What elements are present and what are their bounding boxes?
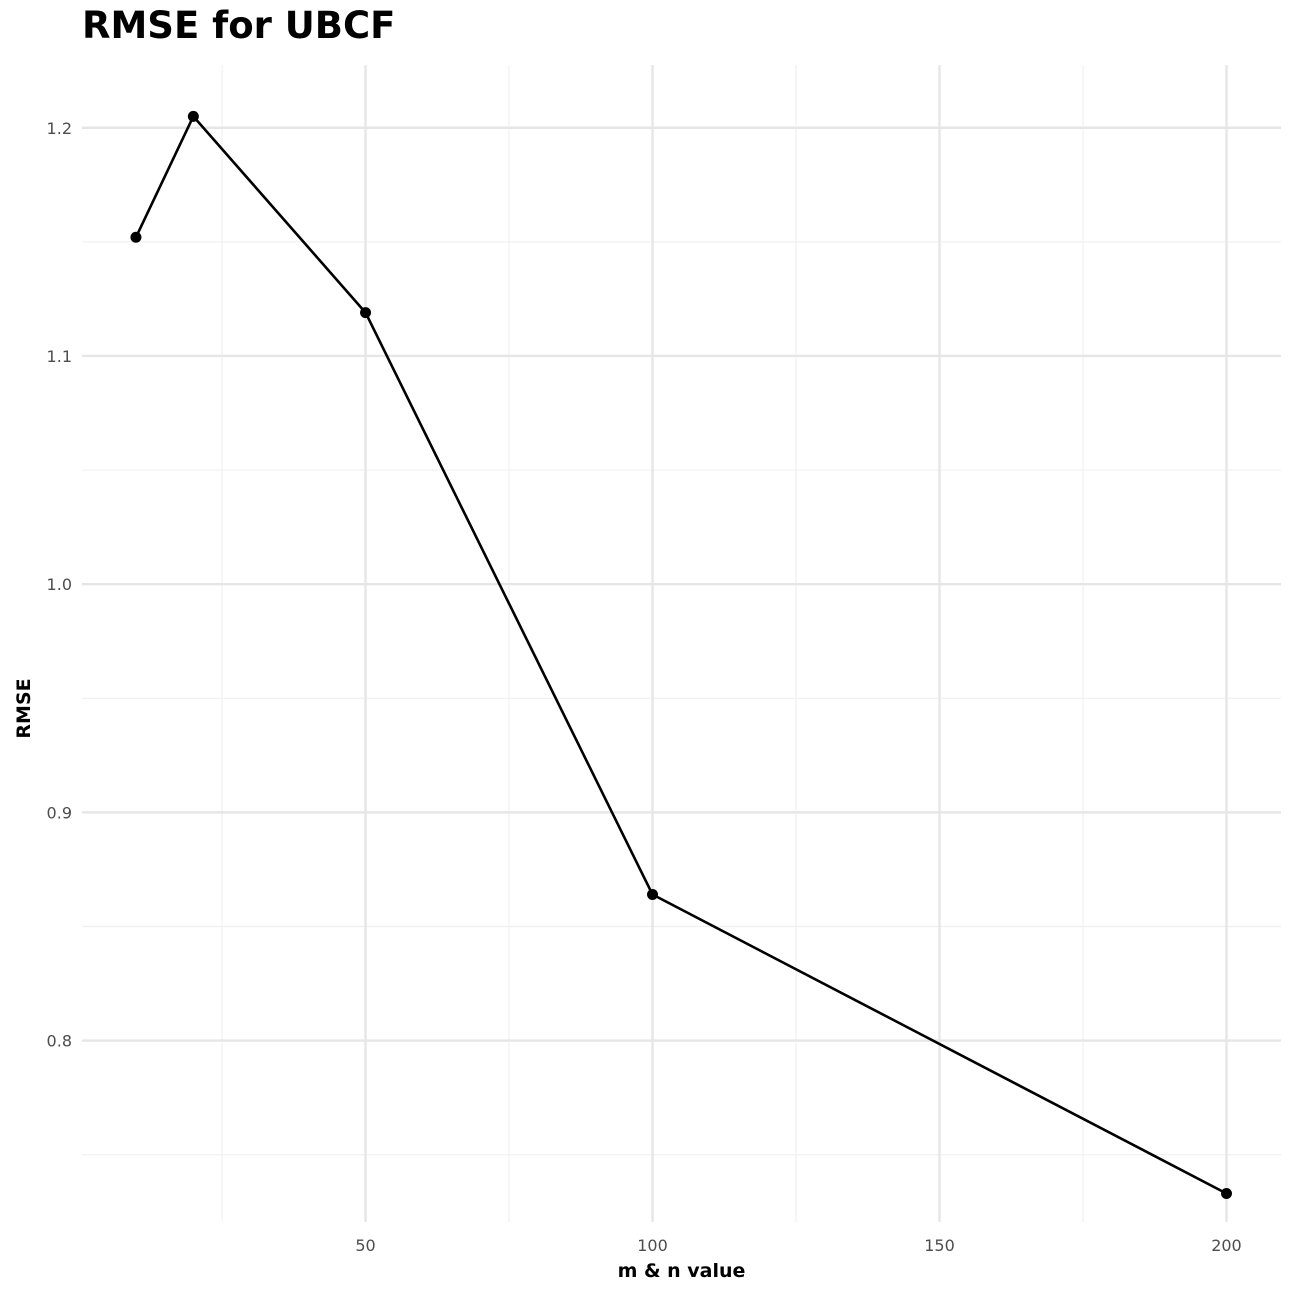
data-point bbox=[187, 110, 199, 122]
chart-title: RMSE for UBCF bbox=[82, 4, 396, 47]
y-tick-label: 1.0 bbox=[47, 575, 72, 594]
series-line bbox=[134, 115, 1228, 1195]
x-tick-label: 150 bbox=[924, 1236, 955, 1255]
y-axis-title: RMSE bbox=[13, 678, 35, 738]
x-tick-label: 100 bbox=[637, 1236, 668, 1255]
major-gridlines bbox=[82, 65, 1281, 1222]
series-layer bbox=[130, 110, 1232, 1199]
y-tick-label: 1.2 bbox=[47, 119, 72, 138]
x-tick-label: 200 bbox=[1211, 1236, 1242, 1255]
data-point bbox=[1220, 1187, 1232, 1199]
x-axis-title: m & n value bbox=[618, 1260, 746, 1282]
data-point bbox=[130, 231, 142, 243]
y-tick-label: 0.9 bbox=[47, 803, 72, 822]
x-tick-label: 50 bbox=[355, 1236, 375, 1255]
y-tick-label: 1.1 bbox=[47, 347, 72, 366]
y-axis-tick-labels: 0.8 0.9 1.0 1.1 1.2 bbox=[47, 119, 72, 1051]
x-axis-tick-labels: 50 100 150 200 bbox=[355, 1236, 1241, 1255]
data-point bbox=[647, 889, 659, 901]
y-tick-label: 0.8 bbox=[47, 1032, 72, 1051]
minor-gridlines bbox=[82, 65, 1281, 1222]
data-point bbox=[360, 307, 372, 319]
